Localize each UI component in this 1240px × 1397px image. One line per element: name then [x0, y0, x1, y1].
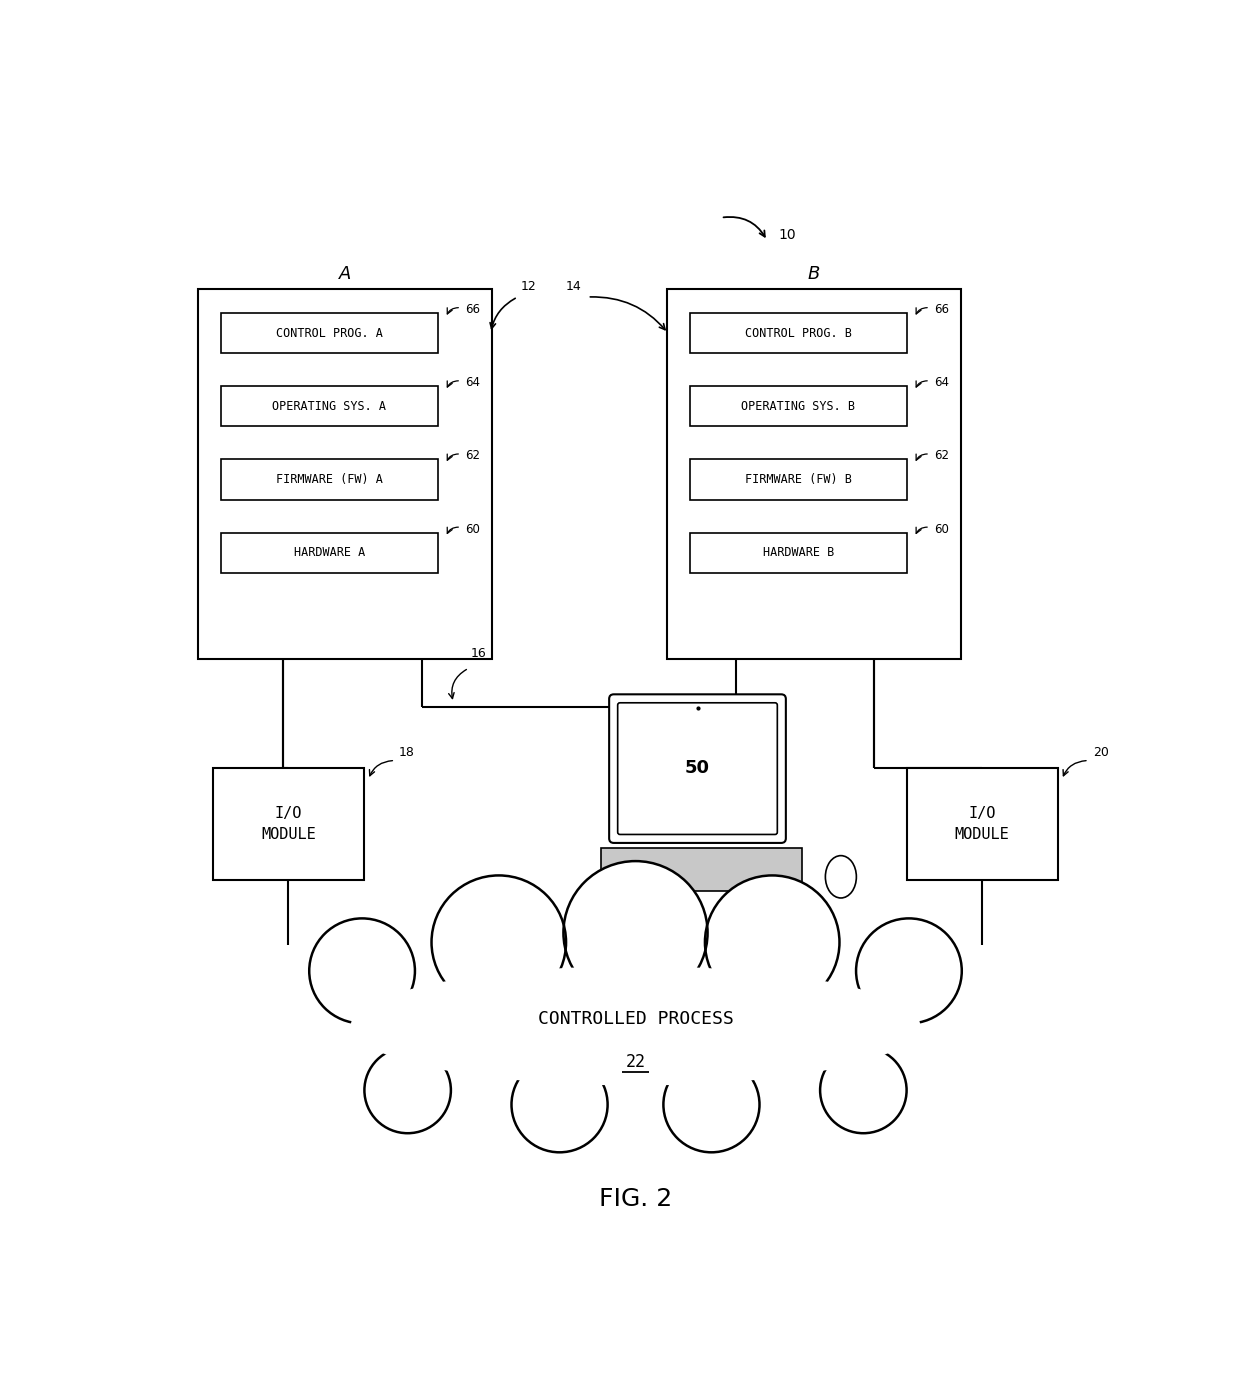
- Text: 66: 66: [465, 303, 480, 316]
- Bar: [221, 460, 438, 500]
- Text: 62: 62: [465, 450, 480, 462]
- Circle shape: [432, 876, 567, 1009]
- Bar: [221, 313, 438, 353]
- Bar: [221, 387, 438, 426]
- Text: 20: 20: [1092, 746, 1109, 759]
- Bar: [689, 313, 906, 353]
- Text: 66: 66: [934, 303, 949, 316]
- Ellipse shape: [351, 967, 920, 1085]
- Text: 18: 18: [399, 746, 415, 759]
- Text: 22: 22: [625, 1052, 646, 1070]
- Circle shape: [663, 1058, 759, 1153]
- Text: 12: 12: [521, 281, 537, 293]
- Bar: [689, 460, 906, 500]
- FancyBboxPatch shape: [609, 694, 786, 842]
- Text: B: B: [807, 265, 820, 284]
- Text: 16: 16: [470, 647, 486, 661]
- Text: A: A: [339, 265, 351, 284]
- Text: CONTROLLED PROCESS: CONTROLLED PROCESS: [538, 1010, 733, 1028]
- Bar: [213, 768, 365, 880]
- Text: OPERATING SYS. A: OPERATING SYS. A: [273, 400, 387, 414]
- Bar: [906, 768, 1058, 880]
- Text: CONTROL PROG. B: CONTROL PROG. B: [745, 327, 852, 339]
- Text: I/O
MODULE: I/O MODULE: [260, 806, 316, 841]
- Text: I/O
MODULE: I/O MODULE: [955, 806, 1009, 841]
- Circle shape: [856, 918, 962, 1024]
- Text: HARDWARE A: HARDWARE A: [294, 546, 365, 559]
- Ellipse shape: [826, 855, 857, 898]
- Circle shape: [563, 861, 708, 1004]
- Text: HARDWARE B: HARDWARE B: [763, 546, 833, 559]
- Text: FIRMWARE (FW) B: FIRMWARE (FW) B: [745, 474, 852, 486]
- Bar: [667, 289, 961, 659]
- Circle shape: [704, 876, 839, 1009]
- Bar: [197, 289, 492, 659]
- Bar: [600, 848, 802, 891]
- Bar: [221, 532, 438, 573]
- Circle shape: [511, 1058, 608, 1153]
- Ellipse shape: [301, 971, 970, 1095]
- Text: 14: 14: [565, 281, 582, 293]
- Text: 60: 60: [465, 522, 480, 535]
- Text: FIG. 2: FIG. 2: [599, 1187, 672, 1211]
- Circle shape: [365, 1048, 451, 1133]
- Circle shape: [309, 918, 415, 1024]
- Text: CONTROL PROG. A: CONTROL PROG. A: [277, 327, 383, 339]
- Text: 10: 10: [779, 228, 796, 243]
- Text: OPERATING SYS. B: OPERATING SYS. B: [742, 400, 856, 414]
- Bar: [689, 532, 906, 573]
- Text: 64: 64: [465, 376, 480, 390]
- Text: FIRMWARE (FW) A: FIRMWARE (FW) A: [277, 474, 383, 486]
- Text: 60: 60: [934, 522, 949, 535]
- Text: 62: 62: [934, 450, 949, 462]
- Text: 64: 64: [934, 376, 949, 390]
- Text: 50: 50: [684, 759, 711, 777]
- Circle shape: [820, 1048, 906, 1133]
- FancyBboxPatch shape: [618, 703, 777, 834]
- Bar: [689, 387, 906, 426]
